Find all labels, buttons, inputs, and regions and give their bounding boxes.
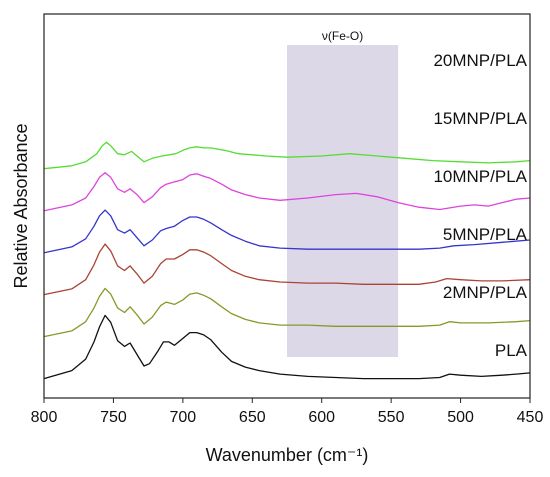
series-label-5mnp-pla: 5MNP/PLA — [443, 225, 528, 244]
x-tick-label: 500 — [447, 409, 474, 426]
series-line-5mnp-pla — [43, 243, 531, 296]
x-tick-label: 700 — [170, 409, 197, 426]
series-label-15mnp-pla: 15MNP/PLA — [433, 109, 527, 128]
series-group: 20MNP/PLA 15MNP/PLA 10MNP/PLA 5MNP/PLA 2MNP/… — [43, 51, 531, 380]
y-axis-title: Relative Absorbance — [11, 123, 31, 288]
x-tick-label: 750 — [100, 409, 127, 426]
series-label-20mnp-pla: 20MNP/PLA — [433, 51, 527, 70]
x-tick-label: 550 — [378, 409, 405, 426]
x-axis-title: Wavenumber (cm⁻¹) — [206, 445, 369, 465]
fe-o-band-rect — [287, 45, 399, 357]
series-label-2mnp-pla: 2MNP/PLA — [443, 283, 528, 302]
x-axis-ticks: 800 750 700 650 600 550 500 450 — [31, 398, 544, 426]
series-line-20mnp-pla — [43, 141, 531, 170]
series-line-15mnp-pla — [43, 172, 531, 212]
series-label-pla: PLA — [495, 341, 528, 360]
fe-o-band: ν(Fe-O) — [287, 29, 399, 357]
series-line-10mnp-pla — [43, 209, 531, 254]
series-label-10mnp-pla: 10MNP/PLA — [433, 167, 527, 186]
x-tick-label: 800 — [31, 409, 58, 426]
x-tick-label: 650 — [239, 409, 266, 426]
series-line-2mnp-pla — [43, 287, 531, 338]
x-tick-label: 600 — [308, 409, 335, 426]
plot-frame — [43, 13, 531, 399]
fe-o-band-label: ν(Fe-O) — [322, 29, 363, 43]
x-tick-label: 450 — [517, 409, 544, 426]
series-line-pla — [43, 314, 531, 380]
